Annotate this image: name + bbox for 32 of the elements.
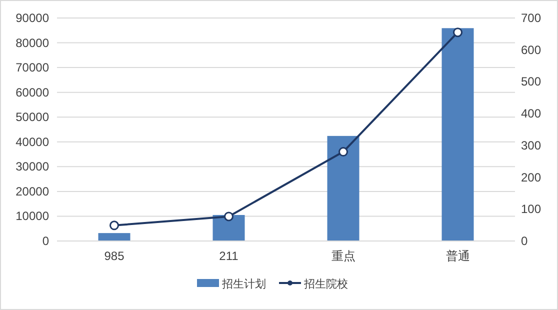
x-tick-label: 普通 (446, 249, 470, 263)
y2-tick-label: 600 (521, 42, 542, 57)
point (453, 28, 462, 38)
y2-tick-label: 300 (521, 138, 542, 152)
y-tick-label: 30000 (16, 160, 50, 174)
y-tick-label: 20000 (16, 184, 50, 198)
y2-tick-label: 500 (521, 74, 542, 89)
x-tick-label: 211 (219, 249, 239, 263)
x-tick-label: 重点 (331, 249, 356, 263)
legend-label: 招生计划 (221, 278, 266, 290)
y2-tick-label: 100 (521, 202, 542, 216)
bar (442, 28, 474, 241)
legend-label: 招生院校 (303, 278, 348, 290)
y2-tick-label: 400 (521, 106, 542, 121)
x-tick-label: 985 (104, 249, 125, 263)
bar (212, 214, 245, 241)
y2-tick-label: 0 (521, 234, 528, 248)
y-tick-label: 90000 (16, 11, 50, 25)
y2-tick-label: 700 (521, 11, 542, 25)
y2-tick-label: 200 (521, 170, 542, 184)
y-tick-label: 10000 (16, 209, 50, 224)
bar (327, 136, 360, 241)
bar (98, 233, 130, 241)
point (224, 212, 234, 222)
y-tick-label: 40000 (16, 134, 50, 149)
y-tick-label: 80000 (16, 36, 50, 50)
y-tick-label: 70000 (16, 60, 50, 75)
y-tick-label: 0 (42, 234, 50, 248)
y-tick-label: 60000 (16, 85, 50, 100)
point (110, 220, 119, 230)
point (338, 147, 348, 157)
y-tick-label: 50000 (16, 110, 50, 124)
